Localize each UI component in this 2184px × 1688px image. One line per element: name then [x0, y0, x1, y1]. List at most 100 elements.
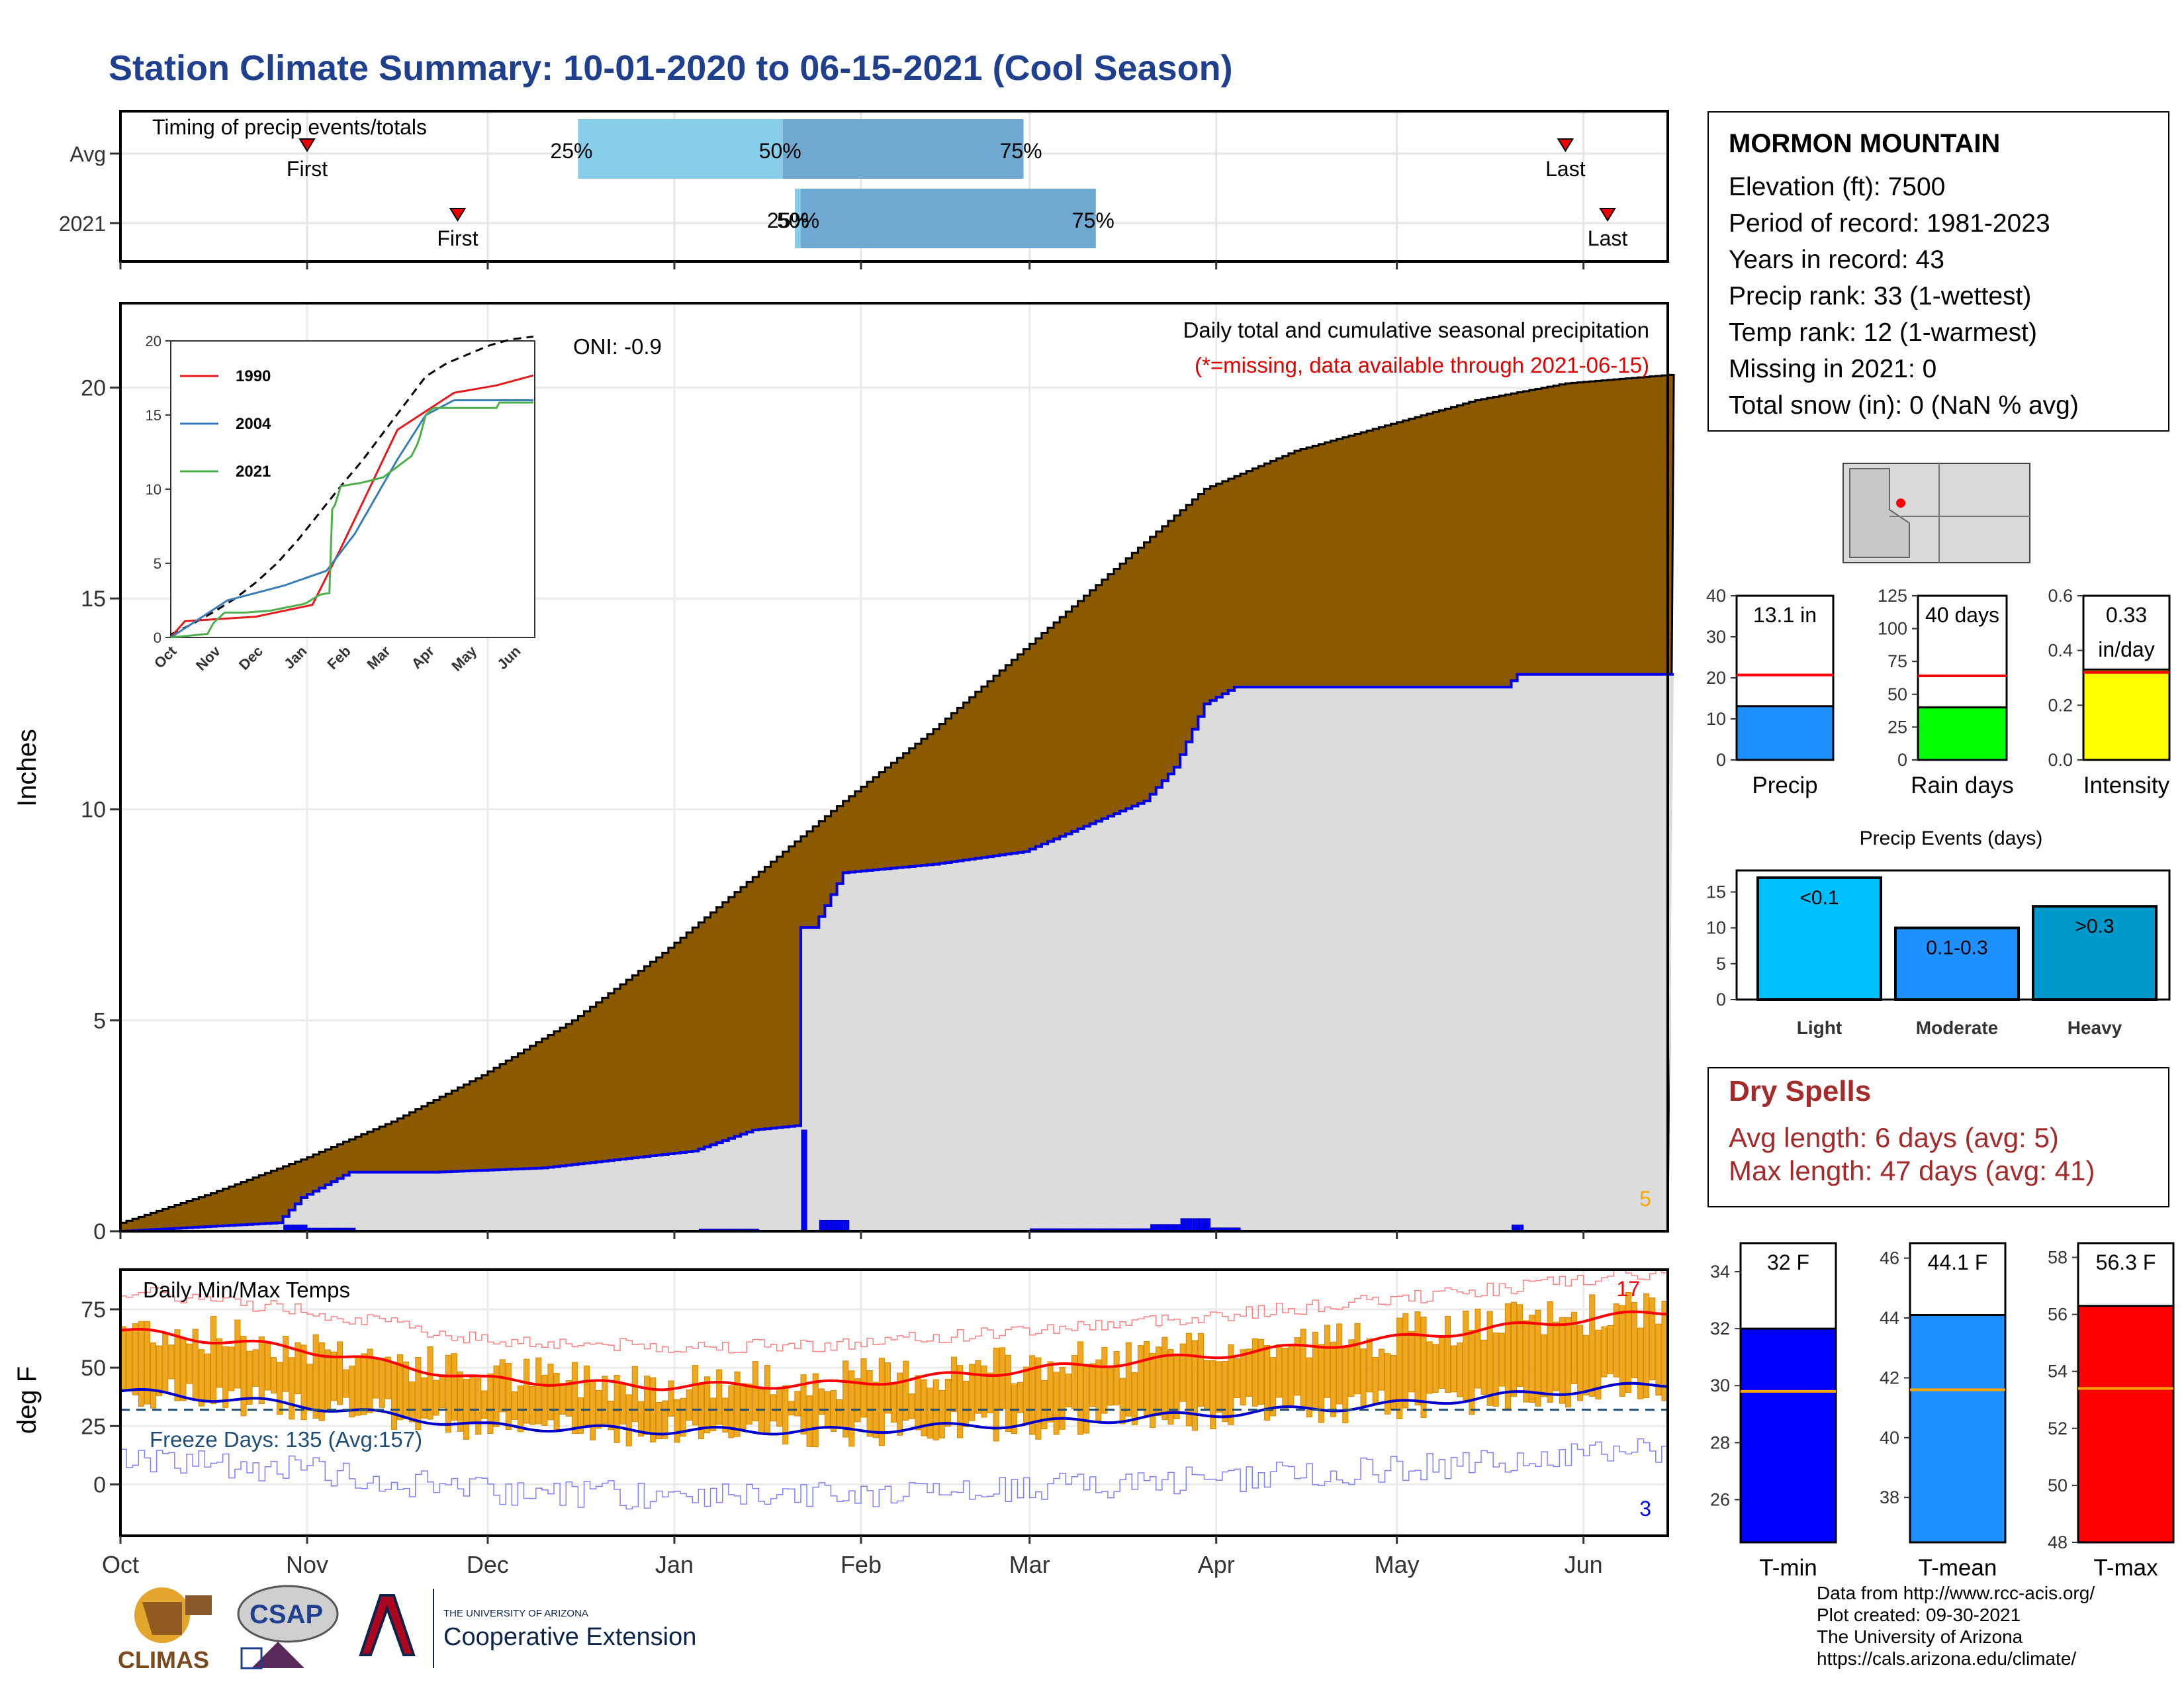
mini-chart-tick-label: 0.0 — [2048, 750, 2073, 770]
daily-temp-bar — [1529, 1315, 1535, 1403]
daily-temp-bar — [1601, 1326, 1608, 1378]
daily-temp-bar — [1426, 1341, 1433, 1394]
events-bar-label: 0.1-0.3 — [1926, 937, 1987, 959]
timing-bar-late — [782, 119, 1024, 179]
daily-temp-bar — [415, 1356, 422, 1430]
daily-temp-bar — [541, 1374, 548, 1426]
temp-panel-title: Daily Min/Max Temps — [143, 1278, 350, 1302]
inset-2004-line — [170, 399, 533, 639]
daily-temp-bar — [921, 1379, 927, 1436]
daily-temp-bar — [1565, 1317, 1571, 1408]
climas-logo: CLIMAS — [118, 1587, 212, 1673]
mini-chart-label: T-max — [2093, 1555, 2158, 1581]
timing-marker-label: First — [437, 226, 478, 250]
daily-temp-bar — [126, 1329, 132, 1392]
daily-temp-bar — [577, 1397, 584, 1434]
daily-temp-bar — [1643, 1293, 1650, 1399]
mini-chart-label: Precip — [1752, 773, 1817, 798]
daily-temp-bar — [396, 1354, 404, 1421]
daily-temp-bar — [794, 1391, 801, 1417]
daily-temp-bar — [1372, 1357, 1379, 1404]
daily-temp-bar — [1041, 1380, 1048, 1430]
daily-temp-bar — [884, 1362, 891, 1414]
daily-temp-bar — [1384, 1353, 1391, 1415]
daily-temp-bar — [860, 1358, 867, 1418]
daily-temp-bar — [692, 1365, 698, 1426]
daily-temp-bar — [1366, 1338, 1373, 1393]
daily-temp-bar — [505, 1363, 512, 1430]
daily-temp-bar — [367, 1348, 373, 1413]
daily-temp-bar — [487, 1373, 494, 1434]
events-tick-label: 5 — [1716, 954, 1726, 974]
month-label: Mar — [1009, 1551, 1050, 1578]
mini-chart-label: T-min — [1759, 1555, 1817, 1581]
timing-marker — [1557, 138, 1574, 152]
mini-chart-tick-label: 28 — [1710, 1432, 1730, 1452]
daily-temp-bar — [915, 1375, 921, 1430]
daily-temp-bar — [987, 1372, 993, 1413]
daily-temp-bar — [1144, 1341, 1150, 1418]
y-tick-label: 0 — [93, 1219, 106, 1244]
daily-temp-bar — [680, 1397, 686, 1437]
daily-temp-bar — [770, 1394, 777, 1422]
locator-state-outline — [1849, 468, 1910, 558]
daily-temp-bar — [1228, 1344, 1234, 1425]
mini-chart-tick-label: 50 — [1888, 684, 1907, 704]
y-tick-label: 20 — [81, 375, 106, 400]
daily-temp-bar — [1541, 1334, 1547, 1397]
record-high-line — [120, 1268, 1668, 1354]
daily-temp-bar — [1113, 1350, 1120, 1405]
inset-panel — [170, 340, 535, 638]
precip-events-chart: Precip Events (days) 0 5 10 15 <0.1 Light 0.1-0… — [1706, 827, 2171, 1038]
events-bar — [1756, 876, 1882, 1002]
timing-marker — [1599, 208, 1616, 222]
daily-temp-bar — [993, 1347, 999, 1442]
daily-temp-bar — [1318, 1344, 1324, 1423]
csap-text: CSAP — [250, 1600, 323, 1629]
current-cumulative-area — [120, 674, 1674, 1231]
y-tick-label: 50 — [81, 1356, 106, 1381]
inset-y-tick-label: 0 — [154, 630, 161, 646]
y-tick-label: 10 — [81, 798, 106, 823]
daily-precip-bar — [1180, 1218, 1187, 1232]
daily-temp-bar — [938, 1389, 945, 1438]
daily-temp-bar — [162, 1333, 169, 1393]
daily-temp-bar — [1137, 1345, 1144, 1411]
daily-temp-bar — [289, 1357, 295, 1420]
events-category-label: Moderate — [1916, 1017, 1998, 1038]
mini-chart-tick-label: 30 — [1706, 627, 1726, 647]
month-label: Feb — [841, 1551, 882, 1578]
ua-logo: THE UNIVERSITY OF ARIZONA Cooperative Ex… — [359, 1589, 696, 1668]
mini-chart-tick-label: 42 — [1880, 1368, 1899, 1387]
daily-temp-bar — [1631, 1301, 1638, 1378]
daily-temp-bar — [1595, 1329, 1602, 1400]
daily-temp-bar — [1119, 1378, 1126, 1425]
credit-line: Plot created: 09-30-2021 — [1817, 1605, 2021, 1625]
daily-temp-bar — [228, 1346, 235, 1391]
timing-marker — [449, 208, 467, 222]
inset-y-tick-label: 5 — [154, 555, 161, 572]
daily-temp-bar — [631, 1366, 638, 1423]
ua-main-text: Cooperative Extension — [443, 1623, 696, 1651]
daily-temp-bar — [1167, 1349, 1174, 1425]
station-line: Temp rank: 12 (1-warmest) — [1729, 318, 2037, 347]
mini-chart-bar — [2082, 669, 2171, 761]
daily-temp-bar — [619, 1383, 626, 1425]
daily-temp-bar — [1101, 1346, 1108, 1414]
daily-temp-bar — [1535, 1309, 1541, 1407]
daily-temp-bar — [277, 1362, 283, 1415]
mini-chart-label: Intensity — [2083, 773, 2170, 798]
month-label: Nov — [286, 1551, 328, 1578]
daily-temp-bar — [975, 1360, 981, 1414]
daily-temp-bar — [1378, 1348, 1385, 1391]
y-tick-label: 0 — [93, 1472, 106, 1497]
daily-temp-bar — [246, 1350, 253, 1405]
daily-temp-bar — [1589, 1294, 1596, 1397]
temp-y-axis-label: deg F — [13, 1366, 42, 1434]
daily-temp-bar — [1005, 1354, 1011, 1432]
daily-temp-bar — [1294, 1337, 1300, 1396]
daily-temp-bar — [493, 1365, 500, 1427]
daily-temp-bar — [764, 1365, 771, 1434]
daily-temp-bar — [1300, 1329, 1306, 1407]
